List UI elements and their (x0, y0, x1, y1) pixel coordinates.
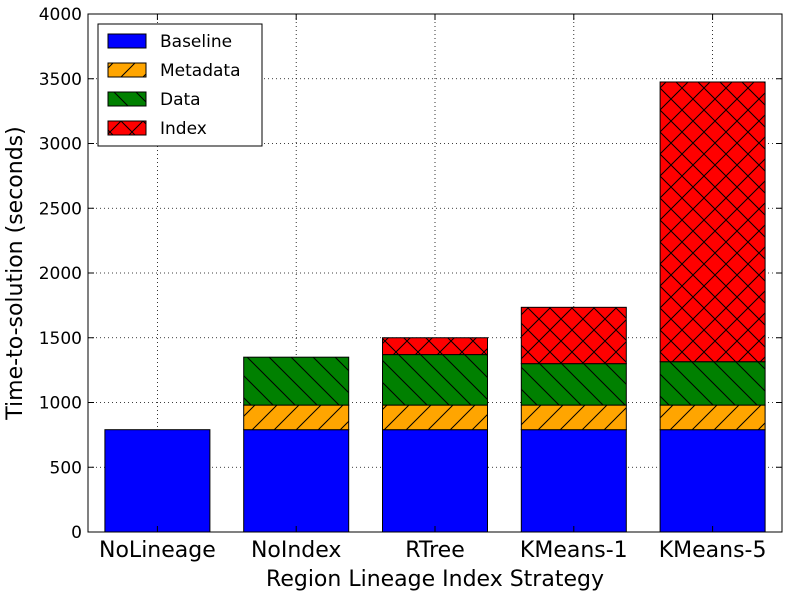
x-tick-label: KMeans-5 (659, 538, 767, 563)
bar-segment-baseline (382, 429, 488, 532)
y-tick-label: 2000 (39, 264, 82, 284)
y-tick-label: 1500 (39, 329, 82, 349)
x-axis-title: Region Lineage Index Strategy (266, 567, 604, 592)
legend-label-metadata: Metadata (160, 61, 241, 81)
legend: Baseline Metadata Data Index (97, 23, 263, 147)
bars (104, 81, 766, 533)
bar-segment-baseline (104, 429, 210, 532)
bar-hatch-data (521, 363, 627, 406)
legend-swatch-outline (107, 120, 147, 136)
legend-swatch-outline (107, 91, 147, 107)
legend-swatch-hatch (108, 92, 146, 106)
axis-ticks (88, 13, 782, 533)
x-tick-label: NoLineage (99, 538, 216, 563)
y-tick-label: 3500 (39, 70, 82, 90)
bar-hatch-metadata (660, 405, 766, 430)
y-axis-title: Time-to-solution (seconds) (3, 126, 28, 420)
y-tick-label: 500 (50, 458, 82, 478)
bar-outline (243, 356, 350, 406)
y-tick-label: 3000 (39, 135, 82, 155)
bar-hatch-data (660, 361, 766, 406)
legend-label-data: Data (160, 90, 201, 110)
x-tick-label: RTree (405, 538, 465, 563)
y-tick-label: 0 (71, 523, 82, 543)
bar-hatch-metadata (382, 405, 488, 430)
legend-swatch-hatch (108, 121, 146, 135)
x-tick-label: KMeans-1 (520, 538, 628, 563)
legend-swatch-hatch (108, 63, 146, 77)
bar-segment-baseline (521, 429, 627, 532)
y-tick-label: 4000 (39, 5, 82, 25)
legend-label-index: Index (160, 119, 207, 139)
legend-swatch-outline (107, 62, 147, 78)
tick-labels: 0 500 1000 1500 2000 2500 3000 3500 4000 NoLineag… (39, 5, 767, 563)
legend-swatch-baseline (108, 34, 146, 48)
bar-hatch-index (521, 307, 627, 364)
bar-outline (382, 337, 488, 356)
bar-hatch-data (243, 357, 349, 406)
x-tick-label: NoIndex (251, 538, 341, 563)
legend-label-baseline: Baseline (160, 32, 232, 52)
bar-outline (520, 306, 627, 365)
bar-hatch-metadata (521, 405, 627, 430)
bar-segment-baseline (660, 429, 766, 532)
bar-hatch-index (660, 81, 766, 362)
bar-hatch-data (382, 354, 488, 406)
y-tick-label: 2500 (39, 199, 82, 219)
bar-hatch-index (382, 337, 488, 355)
y-tick-label: 1000 (39, 394, 82, 414)
bar-hatch-metadata (243, 405, 349, 430)
bar-segment-baseline (243, 429, 349, 532)
bar-outline (659, 81, 766, 363)
legend-swatch-outline (107, 33, 147, 49)
